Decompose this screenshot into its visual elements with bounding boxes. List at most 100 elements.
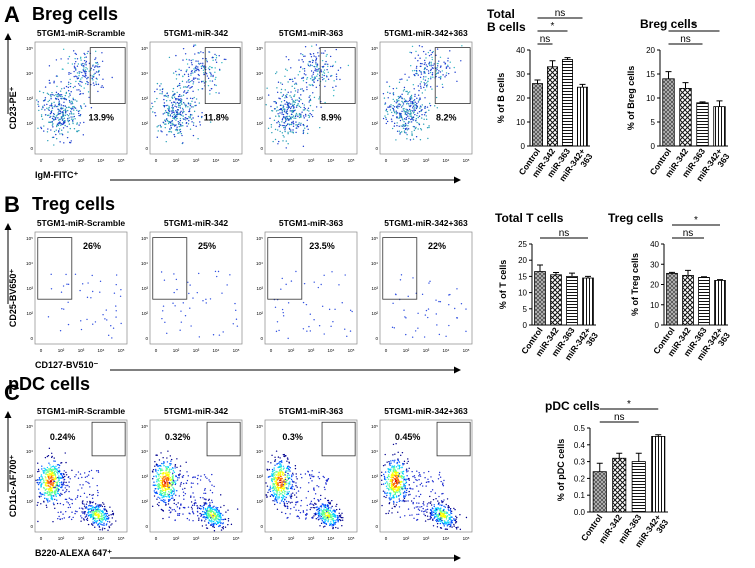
- event-dot: [80, 520, 82, 522]
- event-dot: [180, 310, 182, 312]
- event-dot: [423, 86, 425, 89]
- event-dot: [76, 123, 78, 125]
- flow-tick-label: 0: [260, 524, 263, 529]
- event-dot: [210, 75, 212, 78]
- event-dot: [161, 131, 163, 133]
- event-dot: [158, 486, 160, 488]
- event-dot: [465, 330, 467, 333]
- event-dot: [282, 494, 284, 497]
- event-dot: [193, 476, 195, 478]
- event-dot: [397, 95, 400, 98]
- event-dot: [213, 526, 215, 529]
- event-dot: [227, 517, 230, 520]
- event-dot: [392, 94, 395, 96]
- event-dot: [307, 114, 310, 117]
- event-dot: [443, 505, 445, 508]
- event-dot: [202, 510, 204, 513]
- event-dot: [409, 99, 411, 102]
- event-dot: [161, 489, 164, 491]
- event-dot: [38, 482, 41, 484]
- event-dot: [335, 78, 338, 80]
- event-dot: [285, 101, 288, 103]
- event-dot: [400, 114, 402, 116]
- event-dot: [323, 476, 325, 479]
- event-dot: [115, 283, 117, 286]
- event-dot: [185, 106, 187, 108]
- event-dot: [78, 124, 80, 126]
- event-dot: [449, 61, 451, 63]
- event-dot: [51, 497, 53, 499]
- event-dot: [214, 513, 216, 516]
- event-dot: [169, 110, 171, 112]
- flow-tick-label: 10³: [193, 158, 200, 163]
- event-dot: [295, 509, 297, 511]
- event-dot: [328, 512, 330, 514]
- event-dot: [159, 92, 161, 95]
- event-dot: [201, 112, 203, 114]
- event-dot: [324, 101, 326, 104]
- event-dot: [46, 485, 48, 488]
- event-dot: [48, 491, 50, 493]
- event-dot: [273, 469, 276, 471]
- event-dot: [406, 133, 408, 136]
- event-dot: [302, 145, 305, 148]
- event-dot: [433, 517, 435, 519]
- event-dot: [63, 308, 65, 310]
- event-dot: [201, 525, 204, 527]
- event-dot: [411, 100, 414, 103]
- event-dot: [65, 510, 67, 513]
- event-dot: [426, 127, 429, 129]
- event-dot: [402, 90, 405, 92]
- event-dot: [382, 464, 385, 467]
- event-dot: [60, 492, 62, 495]
- event-dot: [310, 506, 312, 509]
- event-dot: [392, 468, 395, 470]
- event-dot: [172, 302, 174, 304]
- event-dot: [283, 122, 285, 124]
- event-dot: [191, 85, 193, 88]
- event-dot: [91, 509, 93, 511]
- event-dot: [284, 110, 286, 112]
- event-dot: [324, 80, 327, 82]
- event-dot: [333, 80, 335, 82]
- event-dot: [67, 283, 70, 286]
- event-dot: [52, 477, 54, 479]
- event-dot: [175, 494, 177, 497]
- event-dot: [403, 110, 405, 113]
- event-dot: [60, 511, 62, 513]
- event-dot: [399, 279, 402, 281]
- event-dot: [61, 111, 63, 114]
- event-dot: [399, 466, 401, 469]
- event-dot: [461, 45, 463, 47]
- event-dot: [302, 301, 305, 304]
- event-dot: [205, 302, 207, 304]
- event-dot: [194, 499, 196, 501]
- event-dot: [45, 114, 47, 116]
- event-dot: [430, 504, 433, 506]
- event-dot: [396, 462, 398, 464]
- event-dot: [392, 475, 394, 477]
- event-dot: [217, 513, 219, 515]
- event-dot: [431, 58, 434, 61]
- event-dot: [97, 494, 99, 497]
- event-dot: [160, 494, 162, 497]
- event-dot: [209, 480, 211, 483]
- event-dot: [67, 131, 69, 133]
- event-dot: [410, 65, 412, 67]
- event-dot: [316, 66, 318, 68]
- event-dot: [445, 66, 448, 68]
- event-dot: [283, 487, 285, 490]
- event-dot: [276, 501, 278, 504]
- event-dot: [395, 485, 397, 488]
- event-dot: [432, 64, 434, 67]
- event-dot: [323, 69, 326, 71]
- event-dot: [314, 493, 317, 495]
- event-dot: [56, 492, 58, 494]
- event-dot: [330, 507, 332, 509]
- event-dot: [409, 110, 412, 112]
- event-dot: [411, 45, 414, 48]
- event-dot: [190, 72, 192, 75]
- event-dot: [50, 483, 52, 486]
- event-dot: [87, 481, 89, 484]
- event-dot: [416, 112, 419, 114]
